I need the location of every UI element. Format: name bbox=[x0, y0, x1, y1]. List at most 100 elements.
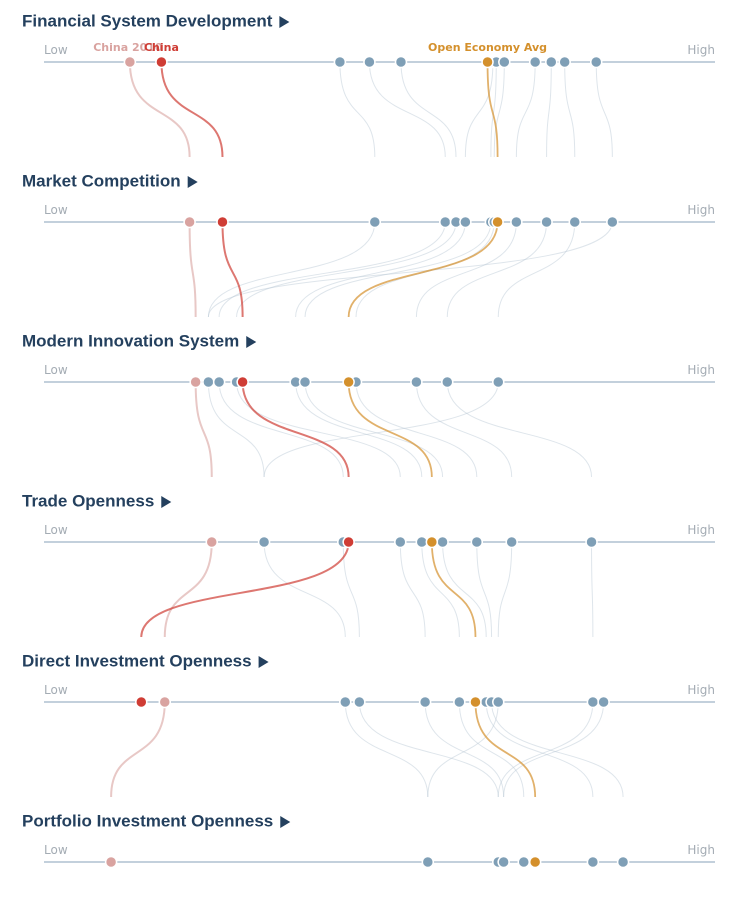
country-dot[interactable] bbox=[568, 215, 582, 229]
country-dot[interactable] bbox=[517, 855, 531, 869]
country-dot[interactable] bbox=[459, 215, 472, 229]
country-connector bbox=[546, 61, 552, 158]
country-dot[interactable] bbox=[202, 375, 215, 389]
open-economy-avg-dot[interactable] bbox=[528, 855, 542, 869]
china-dot[interactable] bbox=[216, 215, 229, 229]
dimension-title: Trade Openness bbox=[22, 491, 154, 510]
open-economy-connector bbox=[347, 381, 433, 478]
open-economy-avg-dot[interactable] bbox=[481, 55, 494, 69]
country-dot[interactable] bbox=[606, 215, 619, 229]
open-economy-avg-dot[interactable] bbox=[491, 215, 504, 229]
country-connector bbox=[342, 541, 360, 638]
china-2010-dot[interactable] bbox=[158, 695, 172, 709]
country-connector bbox=[358, 701, 499, 798]
axis-low-label: Low bbox=[44, 683, 68, 697]
expand-arrow-icon[interactable] bbox=[246, 336, 257, 348]
country-connector bbox=[476, 541, 493, 638]
country-connector bbox=[218, 381, 344, 478]
country-connector bbox=[595, 61, 613, 158]
country-dot[interactable] bbox=[498, 55, 511, 69]
country-dot[interactable] bbox=[558, 55, 571, 69]
country-dot[interactable] bbox=[540, 215, 553, 229]
china-2010-callout: China 2010 bbox=[93, 41, 163, 54]
country-dot[interactable] bbox=[368, 215, 382, 229]
country-dot[interactable] bbox=[505, 535, 518, 549]
axis-high-label: High bbox=[687, 43, 715, 57]
china-2010-connector bbox=[188, 221, 197, 318]
expand-arrow-icon[interactable] bbox=[258, 656, 269, 668]
dimension-title: Modern Innovation System bbox=[22, 331, 239, 350]
country-dot[interactable] bbox=[586, 855, 600, 869]
dimension-title: Direct Investment Openness bbox=[22, 651, 252, 670]
country-dot[interactable] bbox=[492, 695, 505, 709]
country-dot[interactable] bbox=[453, 695, 466, 709]
axis-high-label: High bbox=[687, 523, 715, 537]
china-2010-connector bbox=[194, 381, 213, 478]
country-connector bbox=[415, 221, 517, 318]
china-2010-connector bbox=[128, 61, 191, 158]
country-connector bbox=[236, 381, 401, 478]
country-dot[interactable] bbox=[439, 215, 452, 229]
country-dot[interactable] bbox=[597, 695, 610, 709]
country-dot[interactable] bbox=[339, 695, 352, 709]
country-dot[interactable] bbox=[421, 855, 435, 869]
country-dot[interactable] bbox=[470, 535, 484, 549]
country-dot[interactable] bbox=[441, 375, 454, 389]
country-dot[interactable] bbox=[363, 55, 376, 69]
china-2010-dot[interactable] bbox=[183, 215, 196, 229]
country-dot[interactable] bbox=[528, 55, 542, 69]
china-dot[interactable] bbox=[236, 375, 249, 389]
china-dot[interactable] bbox=[135, 695, 148, 709]
china-dot[interactable] bbox=[342, 535, 355, 549]
country-dot[interactable] bbox=[418, 695, 432, 709]
country-connector bbox=[493, 61, 505, 158]
country-connector bbox=[339, 61, 376, 158]
country-dot[interactable] bbox=[298, 375, 312, 389]
expand-arrow-icon[interactable] bbox=[187, 176, 198, 188]
country-connector bbox=[399, 541, 426, 638]
country-dot[interactable] bbox=[394, 55, 408, 69]
country-dot[interactable] bbox=[589, 55, 603, 69]
country-dot[interactable] bbox=[436, 535, 449, 549]
country-dot[interactable] bbox=[257, 535, 271, 549]
country-connector bbox=[464, 61, 494, 158]
country-dot[interactable] bbox=[212, 375, 226, 389]
expand-arrow-icon[interactable] bbox=[279, 16, 290, 28]
china-connector bbox=[241, 381, 350, 478]
china-dot[interactable] bbox=[155, 55, 168, 69]
china-2010-dot[interactable] bbox=[205, 535, 218, 549]
china-2010-dot[interactable] bbox=[189, 375, 202, 389]
country-dot[interactable] bbox=[492, 375, 505, 389]
expand-arrow-icon[interactable] bbox=[161, 496, 172, 508]
china-2010-dot[interactable] bbox=[104, 855, 118, 869]
axis-high-label: High bbox=[687, 363, 715, 377]
country-dot[interactable] bbox=[510, 215, 523, 229]
country-connector bbox=[207, 221, 613, 318]
country-dot[interactable] bbox=[497, 855, 510, 869]
country-dot[interactable] bbox=[353, 695, 366, 709]
country-dot[interactable] bbox=[410, 375, 423, 389]
country-connector bbox=[458, 701, 525, 798]
country-connector bbox=[497, 701, 594, 798]
dimension-title: Portfolio Investment Openness bbox=[22, 811, 273, 830]
country-connector bbox=[591, 541, 594, 638]
country-connector bbox=[415, 381, 513, 478]
country-dot[interactable] bbox=[333, 55, 347, 69]
country-dot[interactable] bbox=[545, 55, 558, 69]
open-economy-connector bbox=[486, 61, 499, 158]
open-economy-avg-dot[interactable] bbox=[425, 535, 439, 549]
country-dot[interactable] bbox=[586, 695, 600, 709]
china-2010-dot[interactable] bbox=[123, 55, 137, 69]
country-connector bbox=[491, 701, 624, 798]
expand-arrow-icon[interactable] bbox=[280, 816, 291, 828]
open-economy-avg-dot[interactable] bbox=[342, 375, 355, 389]
country-dot[interactable] bbox=[585, 535, 598, 549]
open-economy-avg-dot[interactable] bbox=[469, 695, 482, 709]
country-dot[interactable] bbox=[394, 535, 407, 549]
country-dot[interactable] bbox=[616, 855, 630, 869]
china-connector bbox=[221, 221, 244, 318]
china-connector bbox=[160, 61, 224, 158]
open-economy-connector bbox=[430, 541, 477, 638]
country-connector bbox=[424, 701, 505, 798]
